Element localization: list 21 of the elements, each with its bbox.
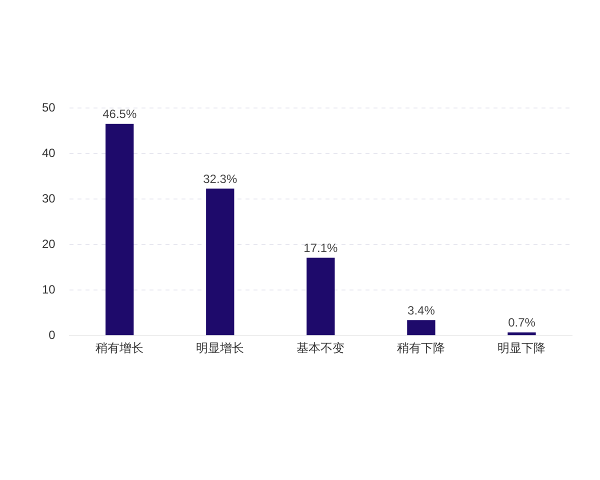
x-tick-label: 稍有下降 — [397, 340, 446, 355]
bar — [508, 332, 536, 336]
data-label: 17.1% — [304, 241, 338, 256]
y-tick-label: 50 — [42, 100, 56, 114]
x-tick-label: 明显增长 — [196, 340, 244, 355]
x-tick-label: 基本不变 — [296, 340, 345, 355]
x-tick-label: 明显下降 — [498, 340, 546, 355]
y-tick-label: 30 — [42, 191, 56, 206]
y-tick-label: 40 — [42, 146, 56, 160]
x-tick-label: 稍有增长 — [96, 340, 144, 355]
y-tick-label: 0 — [48, 328, 56, 342]
bar — [206, 188, 234, 336]
data-label: 0.7% — [508, 316, 536, 330]
data-label: 32.3% — [203, 172, 238, 186]
y-tick-label: 10 — [42, 282, 56, 296]
bar — [306, 258, 335, 336]
bar — [106, 124, 134, 336]
y-tick-label: 20 — [42, 236, 56, 251]
bar — [407, 320, 436, 336]
data-label: 46.5% — [102, 107, 137, 122]
data-label: 3.4% — [408, 303, 436, 318]
